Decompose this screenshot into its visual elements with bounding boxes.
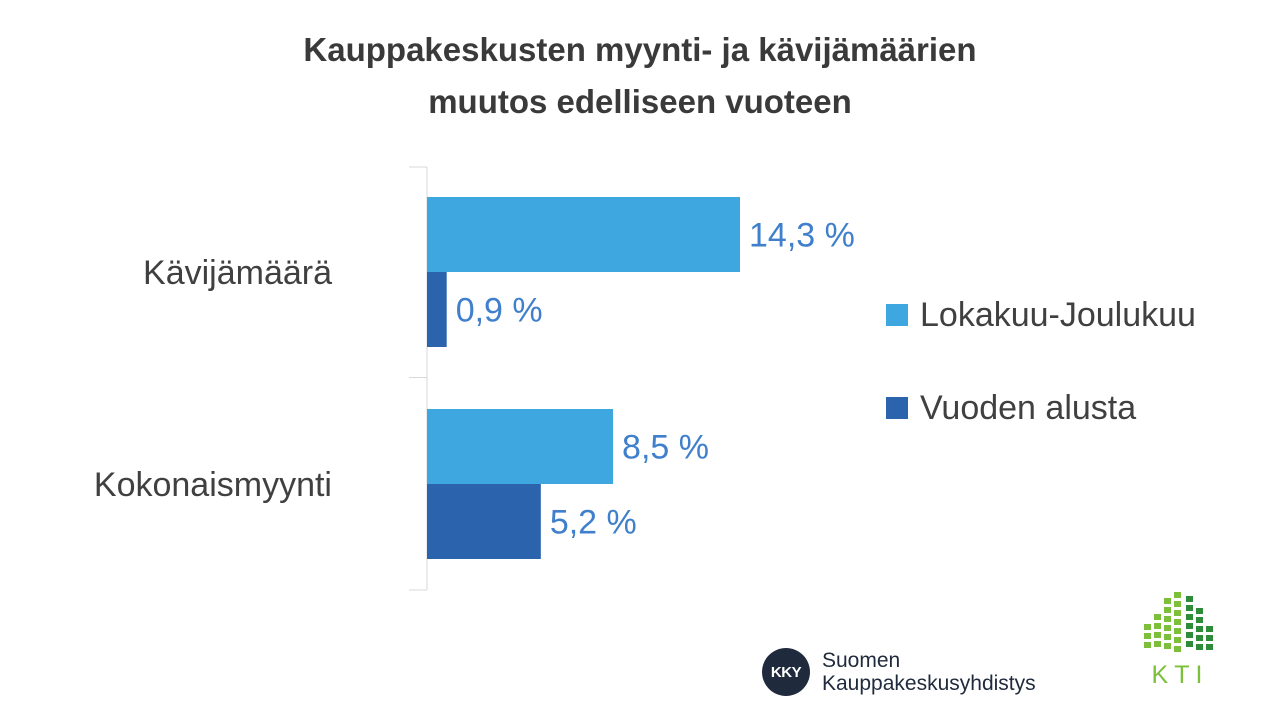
bar-0-0 — [427, 197, 740, 272]
chart-title-line2: muutos edelliseen vuoteen — [428, 83, 852, 120]
legend-label-vuoden-alusta: Vuoden alusta — [920, 388, 1137, 427]
legend-label-lokakuu-joulukuu: Lokakuu-Joulukuu — [920, 295, 1196, 334]
legend-item-vuoden-alusta: Vuoden alusta — [886, 385, 1196, 431]
kky-name-line2: Kauppakeskusyhdistys — [822, 672, 1036, 695]
kky-logo: KKY Suomen Kauppakeskusyhdistys — [762, 648, 1036, 696]
legend-swatch-vuoden-alusta — [886, 397, 908, 419]
legend: Lokakuu-Joulukuu Vuoden alusta — [886, 292, 1196, 478]
legend-swatch-lokakuu-joulukuu — [886, 304, 908, 326]
kky-badge: KKY — [762, 648, 810, 696]
data-label-1-0: 8,5 % — [622, 429, 709, 467]
legend-item-lokakuu-joulukuu: Lokakuu-Joulukuu — [886, 292, 1196, 338]
bar-1-0 — [427, 409, 614, 484]
chart-title: Kauppakeskusten myynti- ja kävijämäärien… — [190, 24, 1090, 128]
kky-name-line1: Suomen — [822, 649, 901, 672]
data-label-0-0: 14,3 % — [749, 217, 855, 255]
bar-1-1 — [427, 484, 541, 559]
kti-building-icon — [1144, 592, 1213, 652]
category-label-1: Kokonaismyynti — [94, 466, 332, 504]
kky-name: Suomen Kauppakeskusyhdistys — [822, 649, 1036, 695]
kti-wordmark: KTI — [1151, 661, 1209, 689]
data-label-1-1: 5,2 % — [550, 504, 637, 542]
kti-logo: KTI — [1138, 590, 1222, 690]
bar-0-1 — [427, 272, 447, 347]
data-label-0-1: 0,9 % — [456, 292, 543, 330]
category-label-0: Kävijämäärä — [143, 254, 332, 292]
chart-title-line1: Kauppakeskusten myynti- ja kävijämäärien — [303, 31, 977, 68]
